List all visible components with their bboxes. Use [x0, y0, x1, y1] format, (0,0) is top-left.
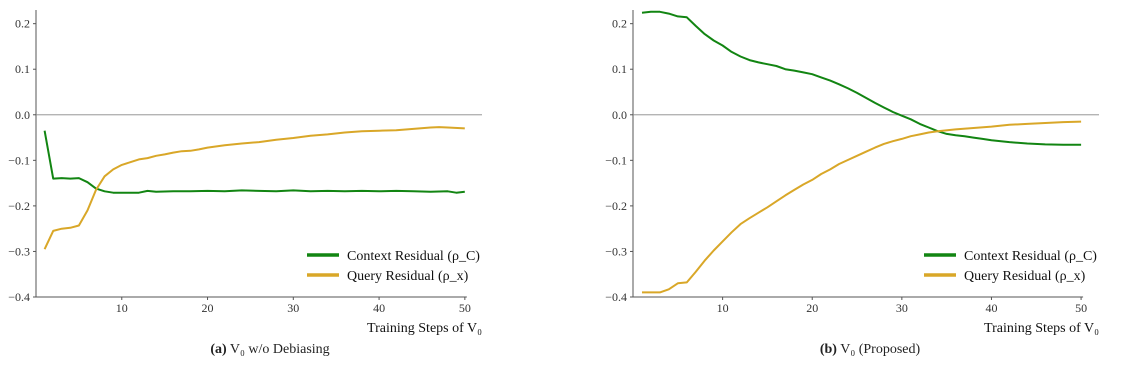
panel-a-ytick-label: 0.0 [15, 108, 30, 122]
panel-b-xtick-label: 50 [1075, 301, 1087, 315]
caption-a: (a) V₀ w/o Debiasing [150, 342, 390, 358]
panel-b-xtick-label: 10 [717, 301, 729, 315]
caption-b-text: V₀ (Proposed) [840, 342, 921, 357]
panel-b-ytick-label: −0.1 [605, 153, 627, 167]
panel-a-legend-label: Query Residual (ρ_x) [347, 269, 469, 284]
panel-a-xlabel: Training Steps of V₀ [367, 321, 482, 336]
panel-a-xtick-label: 40 [373, 301, 385, 315]
panel-a-ytick-label: 0.1 [15, 62, 30, 76]
panel-b-query-residual-line [642, 120, 1082, 294]
panel-a-ytick-label: −0.1 [8, 153, 30, 167]
panel-a-query-residual-line [43, 126, 465, 250]
panel-b-ytick-label: 0.1 [612, 62, 627, 76]
panel-b-ytick-label: −0.4 [605, 290, 627, 304]
caption-b: (b) V₀ (Proposed) [750, 342, 990, 358]
panel-b-xtick-label: 20 [806, 301, 818, 315]
panel-b-ytick-label: 0.2 [612, 17, 627, 31]
panel-a-xtick-label: 50 [459, 301, 471, 315]
caption-a-text: V₀ w/o Debiasing [229, 342, 330, 357]
panel-a-context-residual-line [43, 130, 465, 194]
panel-a-legend-label: Context Residual (ρ_C) [347, 249, 480, 264]
panel-a-xtick-label: 30 [287, 301, 299, 315]
panel-b-legend-label: Query Residual (ρ_x) [964, 269, 1086, 284]
panel-b-ytick-label: 0.0 [612, 108, 627, 122]
panel-b-xtick-label: 40 [985, 301, 997, 315]
panel-b-xlabel: Training Steps of V₀ [984, 321, 1099, 336]
panel-b-xtick-label: 30 [896, 301, 908, 315]
panel-a-ytick-label: −0.3 [8, 244, 30, 258]
panel-a-ytick-label: 0.2 [15, 17, 30, 31]
panel-a-ytick-label: −0.4 [8, 290, 30, 304]
caption-b-id: (b) [819, 342, 837, 357]
panel-b-legend-label: Context Residual (ρ_C) [964, 249, 1097, 264]
panel-b-ytick-label: −0.3 [605, 244, 627, 258]
panel-b-context-residual-line [641, 10, 1082, 146]
panel-b-ytick-label: −0.2 [605, 199, 627, 213]
panel-a-ytick-label: −0.2 [8, 199, 30, 213]
panel-a-xtick-label: 10 [116, 301, 128, 315]
caption-a-id: (a) [210, 342, 227, 357]
panel-a-xtick-label: 20 [202, 301, 214, 315]
